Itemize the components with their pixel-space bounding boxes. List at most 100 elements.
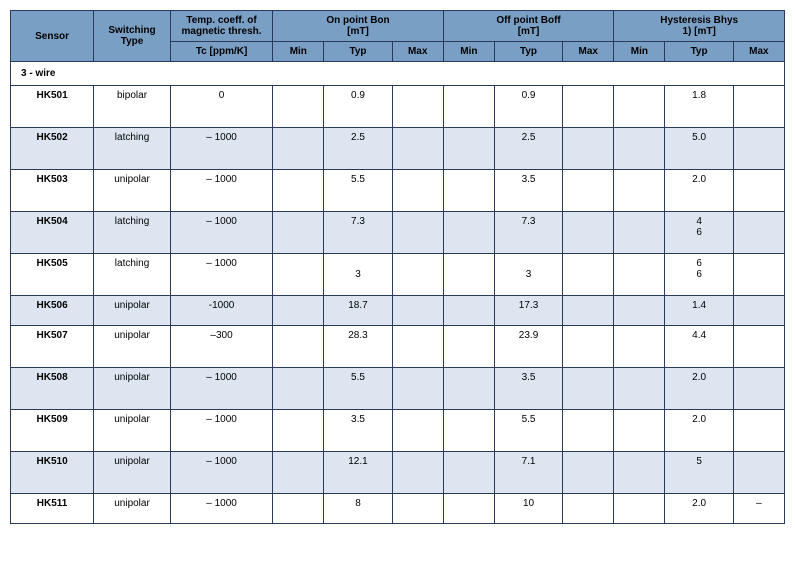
table-row: HK504latching– 10007.37.346	[11, 212, 785, 254]
col-hys-title: Hysteresis Bhys	[660, 15, 738, 26]
cell-h_typ: 2.0	[665, 494, 733, 524]
cell-switch: unipolar	[94, 368, 171, 410]
cell-switch: unipolar	[94, 296, 171, 326]
cell-h_min	[614, 86, 665, 128]
table-row: HK505latching– 10003366	[11, 254, 785, 296]
cell-on_max	[392, 254, 443, 296]
cell-on_max	[392, 86, 443, 128]
cell-off_max	[563, 254, 614, 296]
col-hys-unit: 1) [mT]	[682, 26, 715, 37]
cell-on_max	[392, 326, 443, 368]
col-hys-typ: Typ	[665, 42, 733, 62]
cell-tc: – 1000	[170, 128, 272, 170]
col-off-group: Off point Boff [mT]	[443, 11, 614, 42]
cell-tc: – 1000	[170, 212, 272, 254]
cell-h_typ: 46	[665, 212, 733, 254]
cell-on_typ: 18.7	[324, 296, 392, 326]
col-hys-group: Hysteresis Bhys 1) [mT]	[614, 11, 785, 42]
cell-on_min	[273, 170, 324, 212]
cell-h_max	[733, 452, 784, 494]
table-row: HK507unipolar–30028.323.94.4	[11, 326, 785, 368]
cell-on_max	[392, 494, 443, 524]
col-on-title: On point Bon	[326, 15, 389, 26]
cell-off_min	[443, 170, 494, 212]
col-hys-max: Max	[733, 42, 784, 62]
cell-off_min	[443, 452, 494, 494]
cell-off_max	[563, 452, 614, 494]
cell-off_typ: 3	[494, 254, 562, 296]
cell-h_min	[614, 170, 665, 212]
col-switching: Switching Type	[94, 11, 171, 62]
cell-on_max	[392, 128, 443, 170]
cell-on_typ: 28.3	[324, 326, 392, 368]
cell-on_max	[392, 296, 443, 326]
table-row: HK502latching– 10002.52.55.0	[11, 128, 785, 170]
cell-h_max	[733, 212, 784, 254]
col-on-typ: Typ	[324, 42, 392, 62]
sensor-table: Sensor Switching Type Temp. coeff. of ma…	[10, 10, 785, 524]
cell-h_min	[614, 410, 665, 452]
cell-sensor: HK505	[11, 254, 94, 296]
cell-sensor: HK510	[11, 452, 94, 494]
cell-sensor: HK511	[11, 494, 94, 524]
cell-switch: unipolar	[94, 410, 171, 452]
cell-off_typ: 2.5	[494, 128, 562, 170]
cell-on_typ: 0.9	[324, 86, 392, 128]
cell-h_max	[733, 86, 784, 128]
cell-h_typ: 4.4	[665, 326, 733, 368]
cell-on_typ: 8	[324, 494, 392, 524]
cell-sensor: HK501	[11, 86, 94, 128]
col-off-max: Max	[563, 42, 614, 62]
cell-h_max	[733, 326, 784, 368]
cell-off_typ: 5.5	[494, 410, 562, 452]
cell-off_min	[443, 86, 494, 128]
cell-h_typ: 1.8	[665, 86, 733, 128]
table-row: HK509unipolar– 10003.55.52.0	[11, 410, 785, 452]
cell-h_typ: 66	[665, 254, 733, 296]
cell-tc: – 1000	[170, 410, 272, 452]
cell-off_min	[443, 212, 494, 254]
cell-h_min	[614, 326, 665, 368]
cell-off_min	[443, 326, 494, 368]
cell-on_min	[273, 494, 324, 524]
cell-sensor: HK507	[11, 326, 94, 368]
cell-tc: – 1000	[170, 494, 272, 524]
cell-h_typ: 1.4	[665, 296, 733, 326]
cell-off_max	[563, 326, 614, 368]
cell-off_min	[443, 368, 494, 410]
col-off-title: Off point Boff	[496, 15, 560, 26]
cell-sensor: HK509	[11, 410, 94, 452]
col-tc-bot: Tc [ppm/K]	[170, 42, 272, 62]
cell-h_min	[614, 452, 665, 494]
cell-off_max	[563, 212, 614, 254]
cell-on_min	[273, 410, 324, 452]
cell-h_max	[733, 254, 784, 296]
cell-tc: -1000	[170, 296, 272, 326]
cell-off_typ: 0.9	[494, 86, 562, 128]
cell-on_typ: 5.5	[324, 368, 392, 410]
cell-on_typ: 2.5	[324, 128, 392, 170]
cell-tc: – 1000	[170, 452, 272, 494]
cell-on_max	[392, 368, 443, 410]
cell-h_max	[733, 170, 784, 212]
cell-off_min	[443, 296, 494, 326]
cell-on_min	[273, 296, 324, 326]
cell-on_min	[273, 452, 324, 494]
cell-h_typ: 2.0	[665, 170, 733, 212]
cell-sensor: HK503	[11, 170, 94, 212]
cell-h_max	[733, 368, 784, 410]
cell-switch: unipolar	[94, 452, 171, 494]
table-row: HK503unipolar– 10005.53.52.0	[11, 170, 785, 212]
table-row: HK508unipolar– 10005.53.52.0	[11, 368, 785, 410]
cell-off_max	[563, 296, 614, 326]
col-off-typ: Typ	[494, 42, 562, 62]
cell-on_max	[392, 170, 443, 212]
cell-h_min	[614, 296, 665, 326]
cell-h_typ: 2.0	[665, 410, 733, 452]
cell-sensor: HK502	[11, 128, 94, 170]
cell-switch: latching	[94, 212, 171, 254]
cell-h_min	[614, 212, 665, 254]
cell-h_typ: 5	[665, 452, 733, 494]
cell-off_max	[563, 368, 614, 410]
table-row: HK506unipolar-100018.717.31.4	[11, 296, 785, 326]
